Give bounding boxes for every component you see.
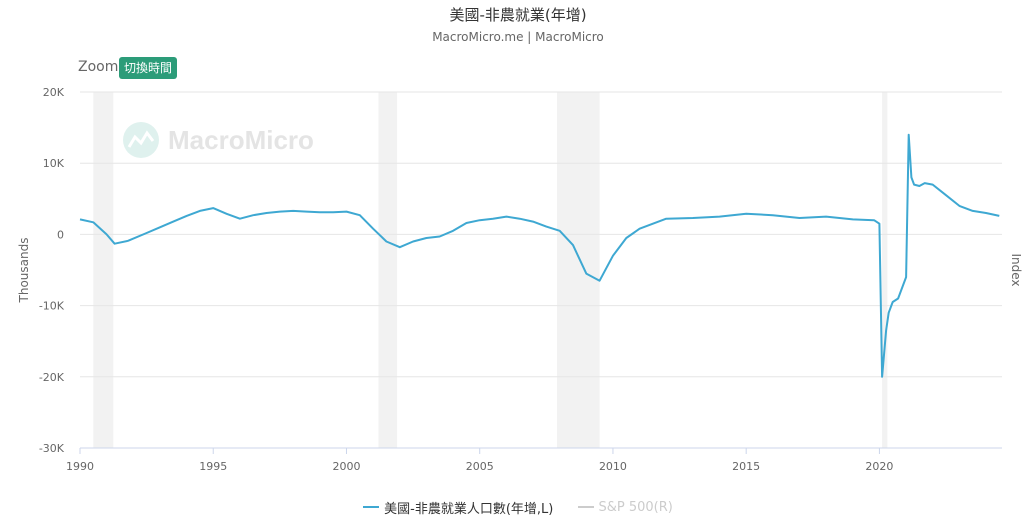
x-tick-label-1: 1995 xyxy=(199,460,227,473)
recession-band-0 xyxy=(93,92,114,448)
x-tick-label-5: 2015 xyxy=(732,460,760,473)
legend-label-nonfarm: 美國-非農就業人口數(年增,L) xyxy=(384,501,554,517)
y-tick-label-4: -20K xyxy=(39,371,65,384)
legend-label-sp500: S&P 500(R) xyxy=(598,499,673,515)
legend-swatch-sp500 xyxy=(577,506,594,508)
x-tick-label-3: 2005 xyxy=(466,460,494,473)
y-tick-label-2: 0 xyxy=(57,228,64,241)
recession-band-2 xyxy=(556,92,600,448)
legend-item-nonfarm[interactable]: 美國-非農就業人口數(年增,L) xyxy=(363,498,553,517)
legend: 美國-非農就業人口數(年增,L) S&P 500(R) xyxy=(0,497,1036,517)
legend-item-sp500[interactable]: S&P 500(R) xyxy=(577,499,673,515)
y-tick-label-1: 10K xyxy=(43,157,65,170)
y-tick-label-0: 20K xyxy=(43,86,65,99)
x-tick-label-0: 1990 xyxy=(66,460,94,473)
switch-time-button[interactable]: 切換時間 xyxy=(119,57,178,79)
y-tick-label-5: -30K xyxy=(39,442,65,455)
zoom-label: Zoom xyxy=(78,59,119,75)
legend-swatch-nonfarm xyxy=(363,506,380,508)
x-tick-label-2: 2000 xyxy=(332,460,360,473)
watermark: MacroMicro xyxy=(122,121,314,159)
macromicro-logo-icon xyxy=(123,122,159,158)
x-tick-label-4: 2010 xyxy=(599,460,627,473)
y2-axis-title: Index xyxy=(1009,253,1023,286)
chart-subtitle: MacroMicro.me | MacroMicro xyxy=(432,30,604,44)
recession-band-1 xyxy=(378,92,398,448)
chart-title: 美國-非農就業(年增) xyxy=(449,6,587,24)
recession-band-3 xyxy=(882,92,888,448)
x-tick-label-6: 2020 xyxy=(865,460,893,473)
watermark-text: MacroMicro xyxy=(168,124,314,155)
y-tick-label-3: -10K xyxy=(39,300,65,313)
series-line-0 xyxy=(79,133,1000,378)
y-axis-title: Thousands xyxy=(17,238,31,304)
